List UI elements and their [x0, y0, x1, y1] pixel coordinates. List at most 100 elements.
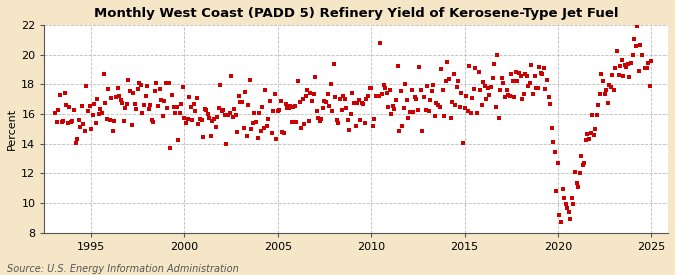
- Point: [65, 120, 76, 124]
- Point: [221, 142, 232, 146]
- Point: [126, 122, 137, 127]
- Point: [103, 87, 113, 91]
- Point: [341, 106, 352, 110]
- Point: [386, 112, 397, 116]
- Point: [398, 106, 409, 111]
- Point: [599, 92, 610, 97]
- Point: [69, 108, 80, 112]
- Point: [602, 100, 613, 105]
- Point: [418, 94, 429, 99]
- Point: [109, 119, 119, 123]
- Point: [516, 97, 527, 101]
- Point: [385, 88, 396, 93]
- Point: [335, 97, 346, 101]
- Point: [219, 113, 230, 117]
- Point: [51, 120, 62, 125]
- Point: [548, 140, 559, 144]
- Point: [456, 91, 467, 96]
- Point: [615, 64, 626, 68]
- Point: [508, 79, 518, 83]
- Point: [112, 86, 123, 90]
- Point: [627, 52, 638, 57]
- Point: [453, 79, 464, 83]
- Point: [423, 109, 434, 114]
- Point: [613, 73, 624, 77]
- Point: [566, 196, 577, 200]
- Point: [637, 52, 647, 57]
- Point: [199, 107, 210, 112]
- Point: [510, 70, 521, 75]
- Point: [302, 88, 313, 92]
- Point: [290, 104, 300, 108]
- Point: [240, 90, 250, 95]
- Point: [128, 90, 138, 95]
- Point: [336, 108, 347, 112]
- Point: [93, 112, 104, 116]
- Point: [588, 133, 599, 138]
- Point: [235, 100, 246, 104]
- Point: [246, 127, 256, 132]
- Point: [565, 217, 576, 222]
- Point: [452, 84, 462, 89]
- Point: [605, 84, 616, 89]
- Point: [154, 87, 165, 92]
- Point: [515, 74, 526, 78]
- Point: [572, 185, 583, 189]
- Point: [53, 107, 64, 112]
- Point: [86, 127, 97, 131]
- Point: [346, 111, 356, 116]
- Point: [319, 99, 330, 104]
- Point: [325, 82, 336, 86]
- Point: [537, 72, 547, 76]
- Point: [485, 85, 496, 89]
- Point: [184, 95, 194, 99]
- Point: [117, 101, 128, 105]
- Y-axis label: Percent: Percent: [7, 108, 17, 150]
- Point: [381, 90, 392, 95]
- Point: [106, 96, 117, 100]
- Point: [73, 118, 84, 123]
- Point: [593, 103, 603, 107]
- Point: [478, 80, 489, 85]
- Point: [256, 104, 267, 109]
- Point: [331, 118, 342, 122]
- Point: [285, 104, 296, 108]
- Point: [489, 62, 500, 66]
- Point: [316, 117, 327, 122]
- Point: [241, 134, 252, 138]
- Point: [372, 94, 383, 98]
- Point: [268, 108, 279, 113]
- Point: [330, 95, 341, 99]
- Point: [377, 92, 387, 97]
- Point: [238, 126, 249, 130]
- Point: [122, 102, 132, 106]
- Point: [520, 72, 531, 76]
- Point: [207, 119, 218, 123]
- Point: [178, 85, 188, 89]
- Point: [380, 86, 391, 90]
- Point: [371, 94, 381, 98]
- Text: Source: U.S. Energy Information Administration: Source: U.S. Energy Information Administ…: [7, 264, 238, 274]
- Point: [263, 117, 274, 121]
- Point: [342, 118, 353, 122]
- Point: [596, 72, 607, 76]
- Point: [329, 62, 340, 67]
- Point: [286, 120, 297, 124]
- Point: [67, 119, 78, 123]
- Point: [300, 94, 311, 98]
- Point: [618, 74, 628, 78]
- Point: [80, 129, 90, 133]
- Point: [421, 108, 431, 112]
- Point: [483, 86, 493, 90]
- Point: [443, 77, 454, 81]
- Point: [643, 61, 653, 65]
- Point: [503, 92, 514, 97]
- Point: [187, 118, 198, 122]
- Point: [454, 105, 465, 109]
- Point: [229, 107, 240, 112]
- Point: [422, 84, 433, 88]
- Point: [234, 94, 244, 98]
- Point: [635, 42, 646, 47]
- Point: [76, 103, 87, 108]
- Point: [95, 106, 106, 111]
